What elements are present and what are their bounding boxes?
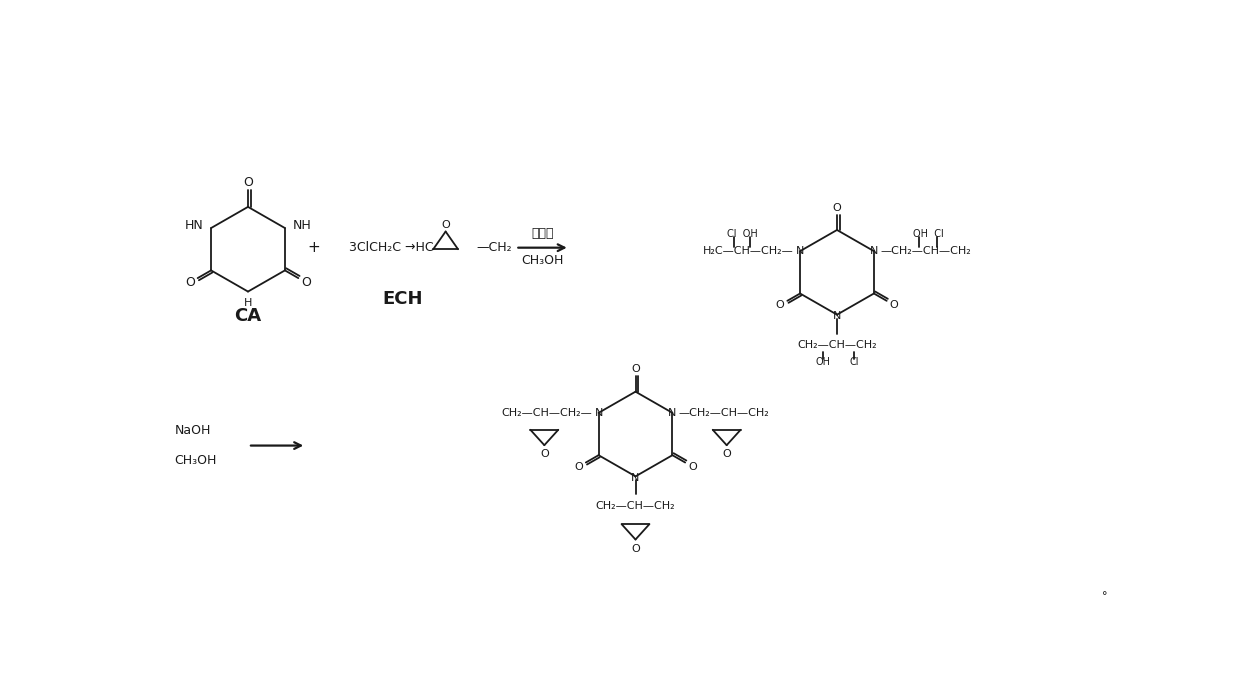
Text: Cl: Cl — [849, 357, 859, 367]
Text: CH₃OH: CH₃OH — [175, 454, 217, 467]
Text: OH  Cl: OH Cl — [913, 229, 944, 239]
Text: O: O — [185, 276, 195, 289]
Text: —CH₂—CH—CH₂: —CH₂—CH—CH₂ — [678, 408, 769, 418]
Text: —CH₂—CH—CH₂: —CH₂—CH—CH₂ — [880, 246, 971, 256]
Text: H: H — [244, 298, 252, 308]
Text: +: + — [308, 240, 320, 255]
Text: HN: HN — [185, 219, 203, 233]
Text: CA: CA — [234, 307, 262, 325]
Text: NH: NH — [293, 219, 311, 233]
Text: O: O — [539, 450, 549, 460]
Text: O: O — [631, 544, 640, 554]
Text: N: N — [668, 408, 677, 418]
Text: N: N — [869, 246, 878, 256]
Text: OH: OH — [816, 357, 831, 367]
Text: O: O — [574, 462, 583, 472]
Text: O: O — [301, 276, 311, 289]
Text: CH₂—CH—CH₂: CH₂—CH—CH₂ — [595, 500, 676, 511]
Text: N: N — [631, 473, 640, 483]
Text: H₂C—CH—CH₂—: H₂C—CH—CH₂— — [703, 246, 794, 256]
Text: N: N — [594, 408, 603, 418]
Text: O: O — [688, 462, 697, 472]
Text: O: O — [775, 300, 785, 310]
Text: O: O — [441, 220, 450, 230]
Text: O: O — [832, 203, 842, 213]
Text: 催化剂: 催化剂 — [531, 227, 554, 240]
Text: N: N — [833, 311, 841, 321]
Text: ECH: ECH — [383, 290, 423, 308]
Text: 3ClCH₂C →HC: 3ClCH₂C →HC — [350, 241, 434, 254]
Text: Cl  OH: Cl OH — [727, 229, 758, 239]
Text: —CH₂: —CH₂ — [476, 241, 512, 254]
Text: O: O — [243, 176, 253, 188]
Text: CH₃OH: CH₃OH — [521, 254, 564, 267]
Text: °: ° — [1101, 591, 1107, 601]
Text: O: O — [722, 450, 732, 460]
Text: CH₂—CH—CH₂: CH₂—CH—CH₂ — [797, 340, 877, 351]
Text: NaOH: NaOH — [175, 424, 211, 437]
Text: O: O — [631, 364, 640, 374]
Text: O: O — [889, 300, 899, 310]
Text: N: N — [796, 246, 805, 256]
Text: CH₂—CH—CH₂—: CH₂—CH—CH₂— — [502, 408, 593, 418]
